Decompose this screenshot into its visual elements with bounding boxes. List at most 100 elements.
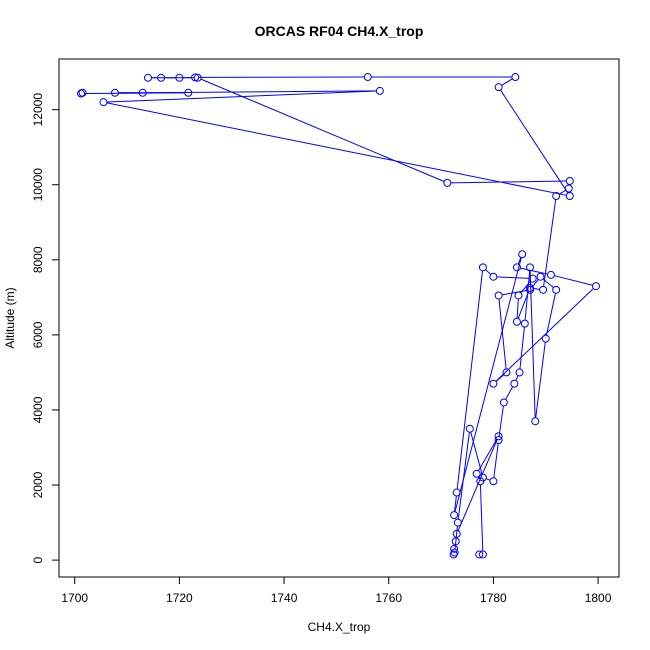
series-segment	[456, 270, 484, 490]
series-segment	[454, 257, 522, 512]
chart-title: ORCAS RF04 CH4.X_trop	[255, 23, 424, 39]
series-segment	[479, 484, 484, 551]
series-segment	[457, 439, 498, 531]
data-point	[565, 192, 574, 201]
series-segment	[517, 257, 522, 265]
series-segment	[501, 289, 527, 296]
data-point	[520, 319, 529, 328]
series-segment	[498, 298, 507, 369]
series-segment	[517, 291, 530, 319]
y-tick-label: 4000	[31, 396, 45, 423]
y-tick-label: 2000	[31, 471, 45, 498]
data-point	[450, 544, 459, 553]
series-segment	[533, 287, 540, 290]
data-point	[514, 291, 523, 300]
x-axis-label: CH4.X_trop	[308, 620, 371, 634]
series-segment	[516, 298, 519, 319]
data-point	[157, 73, 166, 82]
data-point	[193, 73, 202, 82]
series-segment	[106, 90, 377, 103]
series-group	[76, 73, 600, 559]
data-point	[528, 274, 537, 283]
x-tick-label: 1760	[375, 591, 402, 605]
data-point	[443, 178, 452, 187]
data-point	[184, 88, 193, 97]
data-point	[478, 473, 487, 482]
y-tick-label: 12000	[31, 93, 45, 127]
data-point	[111, 88, 119, 97]
data-point	[78, 88, 87, 97]
series-segment	[558, 189, 567, 195]
series-segment	[535, 342, 546, 418]
data-point	[451, 537, 460, 546]
y-axis-label: Altitude (m)	[3, 287, 17, 348]
data-point	[494, 435, 503, 444]
y-tick-label: 10000	[31, 168, 45, 202]
data-point	[541, 334, 550, 343]
data-point	[489, 379, 498, 388]
x-tick-label: 1800	[585, 591, 612, 605]
series-segment	[500, 89, 569, 194]
series-segment	[493, 443, 499, 478]
x-axis: 1700 1720 1740 1760 1780 1800	[61, 577, 612, 605]
series-segment	[520, 267, 548, 275]
series-segment	[543, 199, 557, 287]
data-point	[453, 518, 462, 527]
x-tick-label: 1700	[61, 591, 88, 605]
data-point	[450, 511, 459, 520]
data-point	[478, 263, 487, 272]
series-segment	[529, 270, 536, 418]
data-point	[494, 83, 503, 92]
data-point	[449, 550, 458, 559]
data-point	[472, 469, 481, 478]
data-point	[175, 73, 184, 82]
plot-frame	[58, 58, 620, 578]
x-tick-label: 1780	[480, 591, 507, 605]
data-point	[489, 477, 498, 486]
data-point	[494, 432, 503, 441]
data-point	[465, 424, 474, 433]
series-segment	[498, 405, 504, 437]
data-point	[565, 176, 574, 185]
data-point	[536, 272, 545, 281]
data-point	[564, 184, 573, 193]
series-segment	[454, 495, 457, 512]
series-segment	[450, 180, 567, 184]
data-point	[539, 285, 548, 294]
data-point	[363, 73, 372, 82]
data-point	[452, 488, 461, 497]
data-point	[452, 529, 461, 538]
data-point	[99, 98, 108, 107]
series-segment	[545, 293, 556, 336]
y-tick-label: 8000	[31, 246, 45, 273]
data-point	[143, 73, 152, 82]
data-point	[138, 88, 147, 97]
data-point	[191, 73, 200, 82]
y-axis: 0 2000 4000 6000 8000 10000 12000	[31, 93, 59, 563]
data-point	[552, 285, 561, 294]
data-point	[515, 368, 524, 377]
series-segment	[457, 432, 470, 520]
x-tick-label: 1740	[271, 591, 298, 605]
series-segment	[515, 375, 519, 381]
series-segment	[554, 275, 593, 286]
data-point	[512, 263, 521, 272]
data-point	[375, 86, 384, 95]
series-segment	[520, 280, 531, 294]
data-point	[526, 263, 535, 272]
series-segment	[501, 78, 513, 86]
data-point	[450, 548, 459, 557]
y-tick-label: 0	[31, 556, 45, 563]
series-segment	[496, 276, 530, 279]
data-point	[512, 317, 521, 326]
data-point	[552, 192, 561, 201]
data-point	[518, 250, 527, 259]
series-segment	[470, 431, 483, 475]
data-point	[546, 270, 555, 279]
series-segment	[505, 386, 514, 400]
series-segment	[106, 102, 567, 196]
data-point	[499, 398, 508, 407]
data-point	[510, 379, 519, 388]
data-point	[489, 272, 498, 281]
